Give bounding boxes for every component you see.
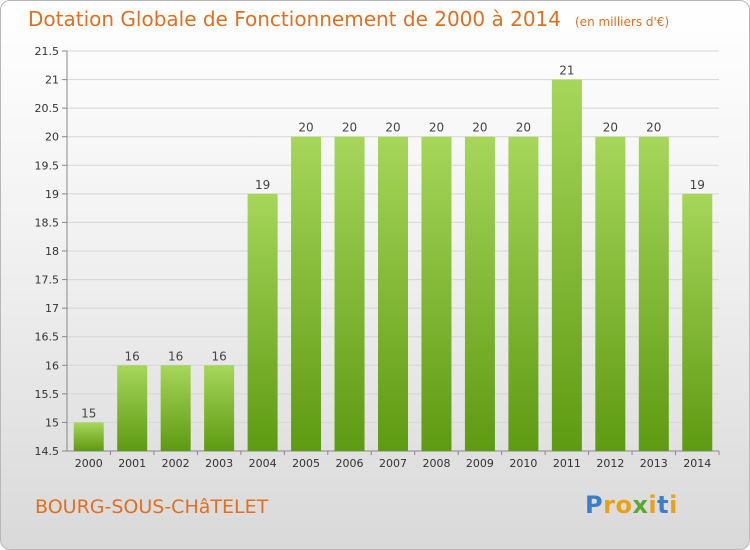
y-tick-label: 17 bbox=[45, 302, 59, 315]
y-tick-label: 18.5 bbox=[35, 216, 60, 229]
bar-value-label: 20 bbox=[429, 121, 444, 135]
logo-letter: P bbox=[585, 491, 604, 519]
commune-name: BOURG-SOUS-CHâTELET bbox=[35, 496, 269, 518]
bar bbox=[291, 136, 322, 451]
y-tick-label: 19.5 bbox=[35, 159, 60, 172]
y-tick-label: 19 bbox=[45, 188, 59, 201]
chart-title: Dotation Globale de Fonctionnement de 20… bbox=[28, 7, 669, 31]
bar-value-label: 20 bbox=[342, 121, 357, 135]
y-tick-label: 20 bbox=[45, 131, 59, 144]
proxiti-logo[interactable]: Proxiti bbox=[585, 491, 678, 519]
logo-letter: r bbox=[603, 491, 616, 519]
x-tick-label: 2004 bbox=[249, 457, 277, 470]
x-tick-label: 2000 bbox=[75, 457, 103, 470]
bar bbox=[73, 422, 104, 451]
bar-value-label: 15 bbox=[81, 406, 96, 420]
x-tick-label: 2011 bbox=[553, 457, 581, 470]
chart-unit: (en milliers d'€) bbox=[575, 15, 670, 29]
bar bbox=[464, 136, 495, 451]
y-tick-label: 21 bbox=[45, 74, 59, 87]
bar bbox=[334, 136, 365, 451]
bar-value-label: 20 bbox=[646, 121, 661, 135]
y-tick-label: 20.5 bbox=[35, 102, 60, 115]
bar bbox=[117, 365, 148, 451]
logo-letter: x bbox=[632, 491, 649, 519]
bar bbox=[378, 136, 408, 451]
logo-letter: t bbox=[657, 491, 670, 519]
bar-value-label: 20 bbox=[385, 121, 400, 135]
logo-letter: i bbox=[648, 491, 658, 519]
bar-value-label: 20 bbox=[516, 121, 531, 135]
bar bbox=[682, 193, 713, 451]
x-tick-label: 2014 bbox=[683, 457, 711, 470]
bar bbox=[160, 365, 191, 451]
bar-value-label: 16 bbox=[125, 349, 140, 363]
chart-title-text: Dotation Globale de Fonctionnement de 20… bbox=[28, 7, 561, 31]
x-tick-label: 2012 bbox=[596, 457, 624, 470]
bar bbox=[247, 193, 278, 451]
y-tick-label: 15.5 bbox=[35, 388, 60, 401]
x-tick-label: 2006 bbox=[336, 457, 364, 470]
y-tick-label: 16.5 bbox=[35, 331, 60, 344]
bar-value-label: 16 bbox=[211, 349, 226, 363]
x-tick-label: 2013 bbox=[640, 457, 668, 470]
bar bbox=[204, 365, 235, 451]
y-tick-label: 16 bbox=[45, 359, 59, 372]
x-tick-label: 2008 bbox=[422, 457, 450, 470]
x-tick-label: 2005 bbox=[292, 457, 320, 470]
y-tick-label: 14.5 bbox=[35, 445, 60, 458]
bar bbox=[595, 136, 626, 451]
bar bbox=[551, 79, 582, 452]
x-tick-label: 2001 bbox=[118, 457, 146, 470]
x-tick-label: 2010 bbox=[509, 457, 537, 470]
logo-letter: o bbox=[615, 491, 633, 519]
bar-value-label: 19 bbox=[255, 178, 270, 192]
bar-value-label: 19 bbox=[690, 178, 705, 192]
y-tick-label: 21.5 bbox=[35, 45, 60, 58]
bar bbox=[638, 136, 669, 451]
bar-value-label: 20 bbox=[603, 121, 618, 135]
bar-value-label: 20 bbox=[298, 121, 313, 135]
bar-value-label: 16 bbox=[168, 349, 183, 363]
x-tick-label: 2003 bbox=[205, 457, 233, 470]
bar-value-label: 20 bbox=[472, 121, 487, 135]
x-tick-label: 2009 bbox=[466, 457, 494, 470]
bar-value-label: 21 bbox=[559, 64, 574, 78]
logo-letter: i bbox=[669, 491, 678, 519]
x-tick-label: 2007 bbox=[379, 457, 407, 470]
y-tick-label: 17.5 bbox=[35, 274, 60, 287]
bar bbox=[421, 136, 452, 451]
x-tick-label: 2002 bbox=[162, 457, 190, 470]
y-tick-label: 15 bbox=[45, 416, 59, 429]
y-tick-label: 18 bbox=[45, 245, 59, 258]
bar bbox=[508, 136, 539, 451]
